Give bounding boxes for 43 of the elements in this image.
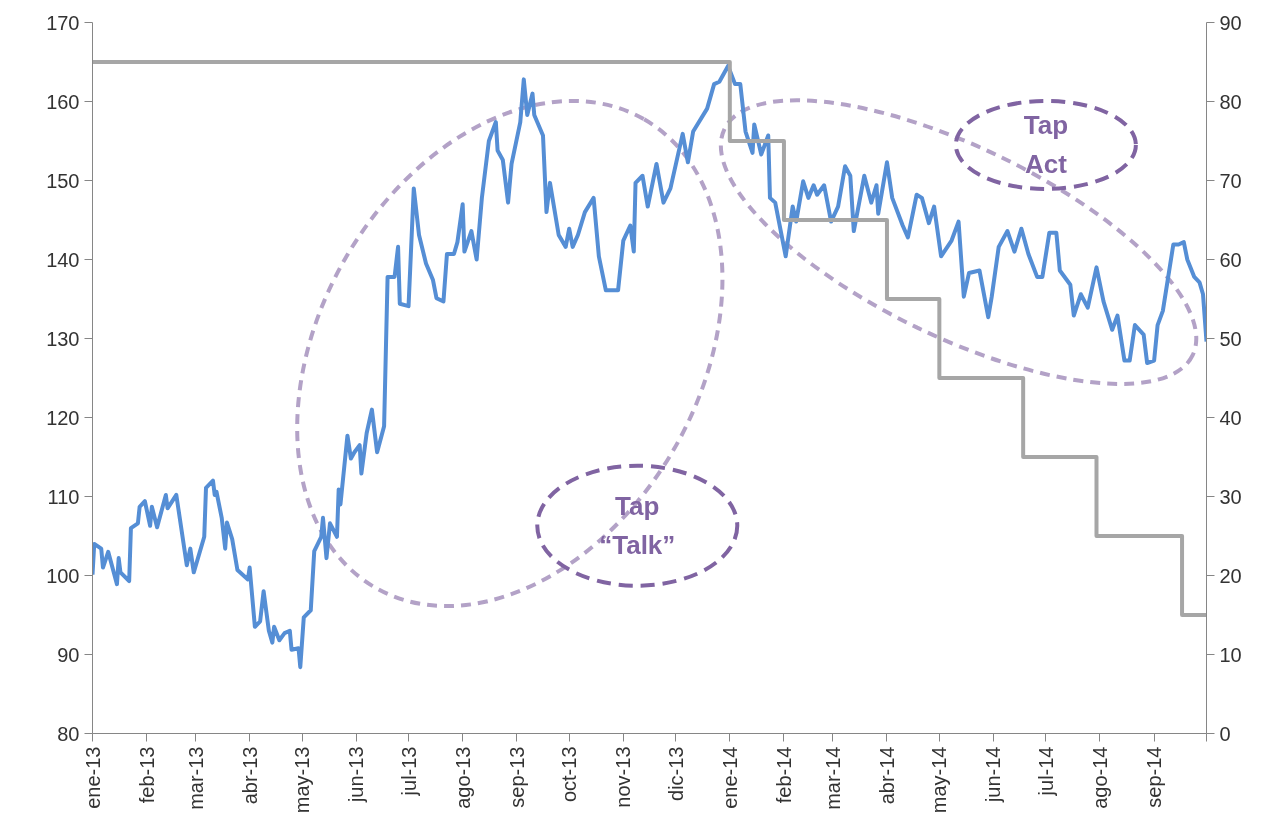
- x-tick-label: may-14: [928, 746, 951, 814]
- y2-tick-label: 30: [1219, 485, 1242, 508]
- x-tick-label: dic-13: [664, 746, 687, 801]
- x-tick-label: abr-14: [875, 746, 898, 805]
- y2-tick-label: 50: [1219, 327, 1242, 350]
- x-tick-label: abr-13: [238, 746, 261, 805]
- x-tick-label: nov-13: [612, 746, 635, 808]
- x-tick-label: ene-13: [81, 746, 104, 809]
- x-tick-label: ene-14: [718, 746, 741, 809]
- y-tick-label: 130: [46, 327, 80, 350]
- y-tick-label: 120: [46, 406, 80, 429]
- x-tick-label: feb-14: [772, 746, 795, 804]
- y2-tick-label: 70: [1219, 169, 1242, 192]
- annotation: Tap Act: [1023, 110, 1069, 180]
- x-tick-label: mar-14: [821, 746, 844, 810]
- x-tick-label: jul-13: [397, 746, 420, 797]
- y-tick-label: 100: [46, 564, 80, 587]
- y-tick-label: 110: [47, 485, 80, 508]
- y-tick-label: 90: [57, 643, 80, 666]
- x-tick-label: jun-13: [345, 746, 368, 804]
- y2-tick-label: 40: [1219, 406, 1242, 429]
- y2-tick-label: 80: [1219, 90, 1242, 113]
- y-tick-label: 150: [46, 169, 80, 192]
- x-tick-label: sep-14: [1143, 746, 1166, 808]
- y-tick-label: 160: [46, 90, 80, 113]
- annotation: Tap “Talk”: [599, 491, 676, 561]
- x-tick-label: jun-14: [982, 746, 1005, 804]
- x-tick-label: ago-14: [1088, 746, 1111, 809]
- y-tick-label: 80: [57, 722, 80, 745]
- y2-tick-label: 20: [1219, 564, 1242, 587]
- x-tick-label: sep-13: [505, 746, 528, 808]
- x-tick-label: jul-14: [1034, 746, 1057, 797]
- x-tick-label: mar-13: [184, 746, 207, 810]
- x-tick-label: feb-13: [135, 746, 158, 804]
- x-tick-label: may-13: [291, 746, 314, 814]
- y-tick-label: 170: [46, 11, 80, 34]
- y2-tick-label: 60: [1219, 248, 1242, 271]
- x-tick-label: oct-13: [558, 746, 581, 803]
- x-tick-label: ago-13: [451, 746, 474, 809]
- y2-tick-label: 10: [1219, 643, 1242, 666]
- y-tick-label: 140: [46, 248, 80, 271]
- y2-tick-label: 90: [1219, 11, 1242, 34]
- y2-tick-label: 0: [1219, 722, 1231, 745]
